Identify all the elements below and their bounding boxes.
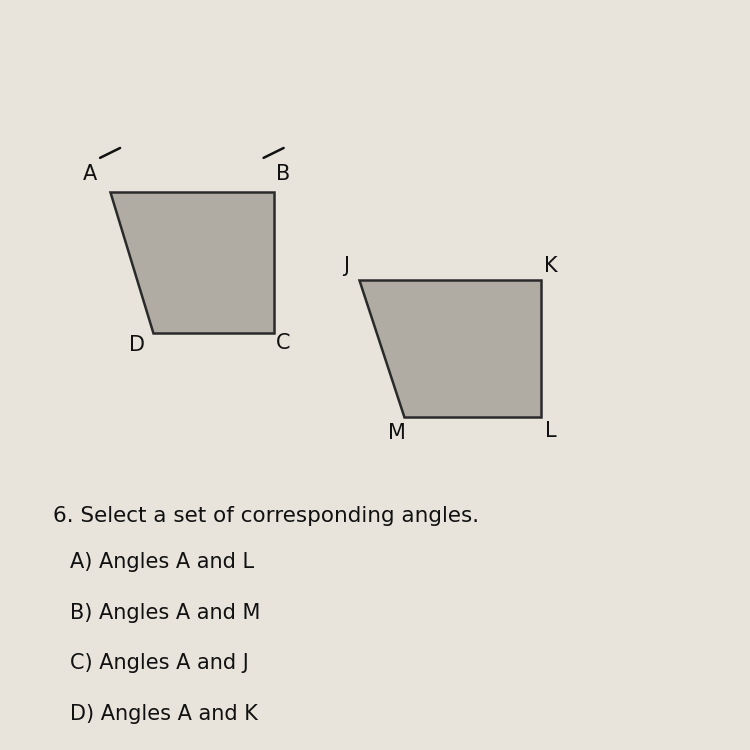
Polygon shape [359,280,541,417]
Text: A: A [83,164,98,184]
Text: B) Angles A and M: B) Angles A and M [70,602,260,622]
Text: M: M [388,423,406,442]
Text: C: C [276,333,291,353]
Text: J: J [343,256,349,276]
Text: K: K [544,256,557,276]
Text: D) Angles A and K: D) Angles A and K [70,704,258,724]
Text: C) Angles A and J: C) Angles A and J [70,653,249,674]
Text: 6. Select a set of corresponding angles.: 6. Select a set of corresponding angles. [53,506,479,526]
Text: L: L [544,422,556,442]
Text: D: D [129,334,145,355]
Text: A) Angles A and L: A) Angles A and L [70,552,254,572]
Polygon shape [110,192,274,333]
Text: B: B [277,164,291,184]
